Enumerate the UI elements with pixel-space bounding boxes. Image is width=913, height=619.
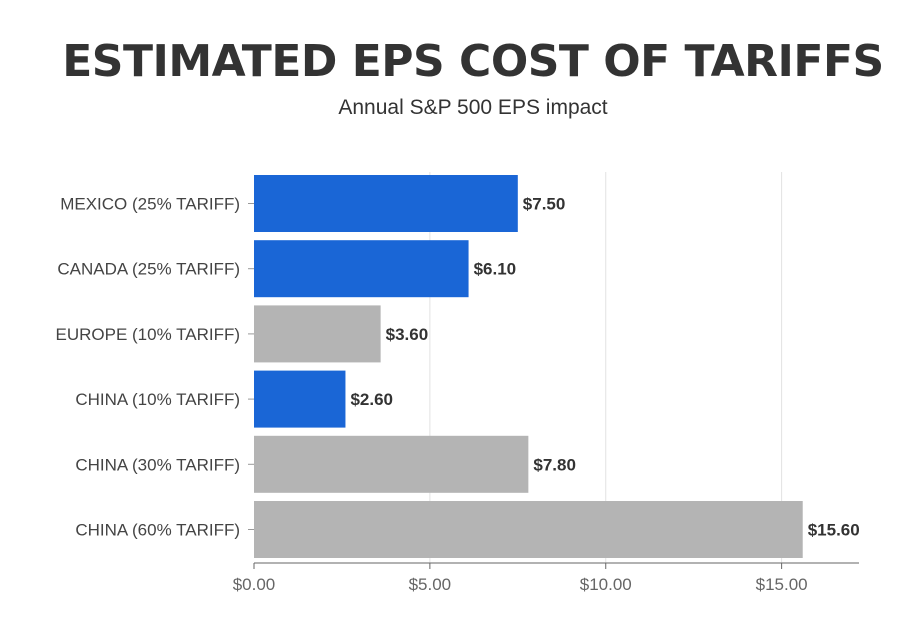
data-label: $15.60 [808, 521, 860, 540]
data-label: $3.60 [386, 325, 429, 344]
data-label: $7.50 [523, 195, 566, 214]
category-label: CHINA (30% TARIFF) [75, 455, 240, 474]
category-label: CHINA (60% TARIFF) [75, 521, 240, 540]
bars [254, 175, 803, 558]
bar [254, 501, 803, 558]
category-label: CHINA (10% TARIFF) [75, 390, 240, 409]
chart-subtitle: Annual S&P 500 EPS impact [338, 96, 608, 119]
bar [254, 305, 381, 363]
x-tick-label: $15.00 [756, 575, 808, 594]
x-axis: $0.00 $5.00 $10.00 $15.00 [233, 203, 859, 594]
x-tick-label: $10.00 [580, 575, 632, 594]
x-tick-label: $0.00 [233, 575, 276, 594]
bar [254, 240, 469, 298]
category-label: CANADA (25% TARIFF) [57, 260, 240, 279]
category-label: EUROPE (10% TARIFF) [55, 325, 240, 344]
bar [254, 435, 529, 493]
category-label: MEXICO (25% TARIFF) [60, 195, 240, 214]
bar [254, 175, 518, 232]
data-label: $7.80 [533, 455, 576, 474]
data-label: $2.60 [350, 390, 393, 409]
grid-lines [429, 172, 783, 563]
x-tick-label: $5.00 [409, 575, 452, 594]
labels: MEXICO (25% TARIFF) $7.50 CANADA (25% TARI… [55, 195, 859, 540]
data-label: $6.10 [474, 260, 517, 279]
chart-title: ESTIMATED EPS COST OF TARIFFS [62, 36, 884, 87]
bar [254, 370, 346, 428]
